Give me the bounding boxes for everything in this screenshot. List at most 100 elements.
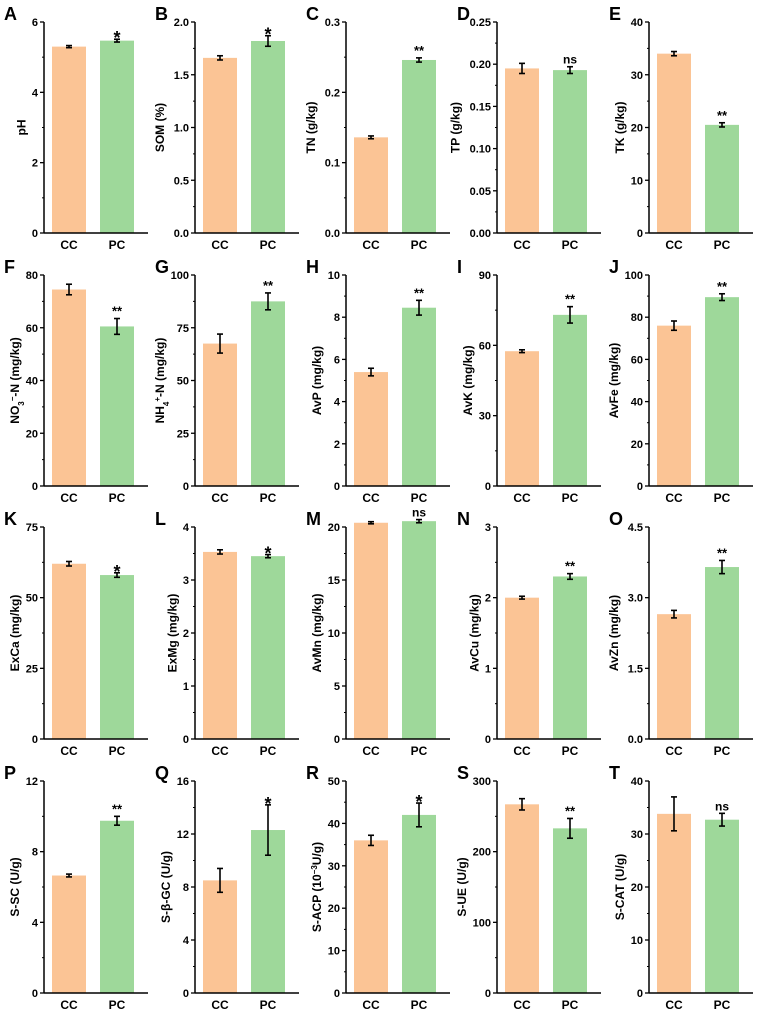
panel-letter: F [4, 257, 15, 277]
y-tick-label: 0.0 [325, 228, 340, 240]
bar-cc [505, 804, 539, 993]
y-tick-label: 0 [183, 734, 189, 746]
bar-pc [100, 40, 134, 233]
y-axis-label: AvMn (mg/kg) [310, 594, 324, 673]
category-label: PC [562, 744, 579, 758]
y-tick-label: 1 [485, 663, 491, 675]
y-axis-label: SOM (%) [153, 103, 167, 152]
significance-label: * [113, 28, 120, 48]
y-tick-label: 4 [32, 917, 39, 929]
category-label: PC [109, 491, 126, 505]
y-tick-label: 15 [328, 575, 340, 587]
category-label: PC [411, 998, 428, 1012]
bar-pc [251, 301, 285, 486]
y-tick-label: 0.25 [470, 17, 491, 29]
panel-letter: N [457, 509, 470, 529]
significance-label: ** [112, 304, 123, 319]
y-tick-label: 0 [485, 734, 491, 746]
y-tick-label: 2 [32, 158, 38, 170]
category-label: CC [665, 998, 683, 1012]
significance-label: ** [565, 803, 576, 818]
panel-e: E CC PC ** 0 10 20 30 40 TK (g/kg) [609, 4, 753, 252]
panel-r: R CC PC * 0 10 20 30 40 50 S-ACP (10−3U/g) [306, 763, 450, 1012]
y-tick-label: 0 [32, 734, 38, 746]
category-label: CC [362, 238, 380, 252]
panel-letter: Q [155, 763, 169, 783]
y-tick-label: 0 [637, 988, 643, 1000]
y-tick-label: 75 [177, 323, 189, 335]
category-label: CC [513, 238, 531, 252]
y-tick-label: 0 [637, 228, 643, 240]
y-tick-label: 20 [26, 428, 38, 440]
category-label: PC [260, 744, 277, 758]
bar-cc [657, 614, 691, 739]
y-tick-label: 4 [334, 397, 341, 409]
y-tick-label: 0.10 [470, 144, 491, 156]
y-tick-label: 300 [473, 776, 491, 788]
y-tick-label: 8 [334, 312, 340, 324]
y-tick-label: 0 [334, 988, 340, 1000]
y-tick-label: 20 [631, 882, 643, 894]
bar-pc [553, 576, 587, 739]
category-label: CC [513, 491, 531, 505]
bar-cc [203, 551, 237, 739]
bar-cc [354, 840, 388, 993]
bar-pc [251, 40, 285, 233]
y-tick-label: 20 [328, 522, 340, 534]
significance-label: ** [263, 278, 274, 293]
bar-cc [203, 880, 237, 993]
y-axis-label: AvK (mg/kg) [461, 345, 475, 415]
y-tick-label: 2 [334, 439, 340, 451]
y-tick-label: 10 [328, 946, 340, 958]
bar-pc [100, 820, 134, 993]
panel-d: D CC PC ns 0.00 0.05 0.10 0.15 0.20 0.25 TP (g/kg) [448, 4, 601, 252]
significance-label: * [264, 794, 271, 814]
category-label: CC [211, 998, 229, 1012]
y-tick-label: 0 [485, 481, 491, 493]
y-tick-label: 100 [625, 270, 643, 282]
category-label: CC [60, 491, 78, 505]
y-axis-label: S-β-GC (U/g) [159, 851, 173, 923]
bar-pc [705, 567, 739, 739]
category-label: CC [362, 491, 380, 505]
panel-letter: I [457, 257, 462, 277]
panel-letter: L [155, 509, 166, 529]
bar-cc [505, 351, 539, 486]
bar-pc [553, 70, 587, 233]
category-label: CC [60, 744, 78, 758]
y-tick-label: 60 [631, 354, 643, 366]
panel-letter: B [155, 4, 168, 24]
bar-cc [52, 875, 86, 993]
panel-letter: T [609, 763, 620, 783]
y-tick-label: 16 [177, 776, 189, 788]
category-label: PC [714, 998, 731, 1012]
y-tick-label: 40 [26, 376, 38, 388]
category-label: PC [562, 491, 579, 505]
y-tick-label: 20 [328, 903, 340, 915]
y-axis-label: AvCu (mg/kg) [468, 594, 482, 672]
bar-pc [100, 326, 134, 486]
category-label: PC [714, 491, 731, 505]
panel-letter: P [4, 763, 16, 783]
y-tick-label: 0 [334, 734, 340, 746]
category-label: PC [714, 744, 731, 758]
y-axis-label: pH [15, 120, 29, 136]
y-tick-label: 10 [631, 175, 643, 187]
y-tick-label: 40 [631, 397, 643, 409]
category-label: CC [362, 744, 380, 758]
category-label: CC [665, 491, 683, 505]
panel-letter: K [4, 509, 17, 529]
y-axis-label: ExMg (mg/kg) [166, 594, 180, 673]
category-label: CC [60, 998, 78, 1012]
bar-pc [251, 556, 285, 739]
bar-pc [100, 575, 134, 739]
panel-n: N CC PC ** 0 1 2 3 AvCu (mg/kg) [457, 509, 601, 758]
category-label: CC [60, 238, 78, 252]
category-label: PC [109, 998, 126, 1012]
bar-cc [354, 372, 388, 486]
y-tick-label: 8 [32, 847, 38, 859]
y-axis-label: ExCa (mg/kg) [8, 595, 22, 672]
panel-letter: G [155, 257, 169, 277]
bar-pc [705, 819, 739, 993]
